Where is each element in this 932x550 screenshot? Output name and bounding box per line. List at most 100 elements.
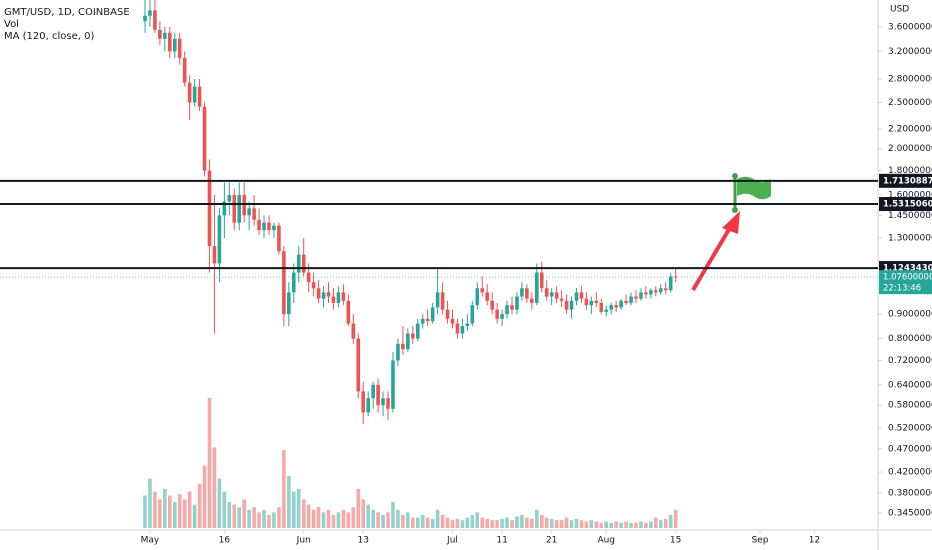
volume-bar xyxy=(376,512,380,528)
candle-body xyxy=(153,10,157,30)
candle-body xyxy=(247,208,251,216)
candle-body xyxy=(510,305,514,310)
candle-body xyxy=(168,32,172,52)
candle-body xyxy=(158,29,162,39)
volume-bar xyxy=(460,520,465,528)
volume-bar xyxy=(217,478,222,528)
candle-body xyxy=(336,292,341,303)
candle-body xyxy=(470,305,475,324)
volume-bar xyxy=(455,518,460,528)
volume-bar xyxy=(227,502,232,528)
volume-bar xyxy=(609,522,613,528)
volume-bar xyxy=(386,512,390,528)
price-label: 1.12434303 xyxy=(883,264,932,274)
marks xyxy=(143,0,678,528)
candle-body xyxy=(311,282,316,289)
volume-bar xyxy=(658,520,663,528)
candle-body xyxy=(460,326,465,334)
volume-bar xyxy=(554,520,559,528)
candle-body xyxy=(658,288,663,293)
price-label-box xyxy=(879,173,932,188)
candle-body xyxy=(584,298,589,306)
volume-bar xyxy=(341,509,346,528)
volume-bar xyxy=(490,520,494,528)
candle-body xyxy=(465,323,470,327)
volume-bar xyxy=(673,509,678,528)
y-tick-label: 0.52000000 xyxy=(888,423,932,433)
volume-bar xyxy=(252,507,256,528)
volume-bar xyxy=(336,512,341,528)
volume-bar xyxy=(212,447,217,528)
volume-bar xyxy=(187,491,192,528)
volume-bar xyxy=(143,495,147,528)
volume-bar xyxy=(172,502,177,528)
flag-knob xyxy=(732,207,738,213)
candle-body xyxy=(406,333,410,350)
candle-body xyxy=(505,305,509,315)
candle-body xyxy=(391,360,395,409)
x-tick-label: 11 xyxy=(496,536,507,546)
volume-bar xyxy=(604,521,609,528)
candle-body xyxy=(445,309,450,319)
candle-body xyxy=(649,290,653,295)
volume-bar xyxy=(435,509,440,528)
volume-bar xyxy=(520,515,524,528)
volume-bar xyxy=(351,507,356,528)
candle-body xyxy=(262,222,266,231)
candle-body xyxy=(515,296,519,310)
volume-bar xyxy=(549,518,554,528)
volume-bar xyxy=(644,522,648,528)
volume-bar xyxy=(510,520,514,528)
volume-bar xyxy=(654,517,658,528)
candle-body xyxy=(619,300,623,308)
candle-body xyxy=(654,290,658,293)
y-tick-label: 1.80000000 xyxy=(888,166,932,176)
candle-body xyxy=(306,272,311,283)
candle-body xyxy=(197,86,202,107)
candle-body xyxy=(192,86,197,103)
candle-body xyxy=(634,296,638,299)
volume-bar xyxy=(153,491,157,528)
volume-bar xyxy=(420,515,425,528)
volume-bar xyxy=(306,504,311,528)
y-tick-label: 2.20000000 xyxy=(888,124,932,134)
volume-bar xyxy=(247,509,251,528)
candle-body xyxy=(386,398,390,409)
candle-body xyxy=(148,10,152,16)
volume-bar xyxy=(237,507,242,528)
volume-bar xyxy=(639,521,643,528)
y-tick-label: 2.50000000 xyxy=(888,98,932,108)
y-tick-label: 0.64000000 xyxy=(888,380,932,390)
volume-bar xyxy=(470,515,475,528)
candle-body xyxy=(455,323,460,334)
candle-body xyxy=(381,398,385,406)
candle-body xyxy=(549,292,554,297)
candle-body xyxy=(500,314,504,319)
legend-entry: MA (120, close, 0) xyxy=(4,31,94,42)
volume-bar xyxy=(505,517,509,528)
candle-body xyxy=(559,298,564,301)
chart-title: GMT/USD, 1D, COINBASE xyxy=(4,7,130,18)
candle-body xyxy=(495,309,499,319)
candle-body xyxy=(574,292,579,301)
candle-body xyxy=(366,398,370,413)
volume-bar xyxy=(485,518,490,528)
candle-body xyxy=(594,300,599,303)
volume-bar xyxy=(277,507,281,528)
y-tick-label: 0.38000000 xyxy=(888,488,932,498)
volume-bar xyxy=(668,515,673,528)
y-tick-label: 0.72000000 xyxy=(888,356,932,366)
volume-bar xyxy=(291,491,296,528)
volume-bar xyxy=(564,517,569,528)
volume-bar xyxy=(207,398,212,528)
volume-bar xyxy=(177,494,182,528)
volume-bar xyxy=(202,465,207,528)
volume-bar xyxy=(361,499,366,528)
y-tick-label: 1.45000000 xyxy=(888,211,932,221)
candle-body xyxy=(589,300,594,306)
y-tick-label: 1.30000000 xyxy=(888,233,932,243)
candle-body xyxy=(564,300,569,310)
volume-bar xyxy=(411,517,415,528)
y-tick-label: 2.80000000 xyxy=(888,75,932,85)
